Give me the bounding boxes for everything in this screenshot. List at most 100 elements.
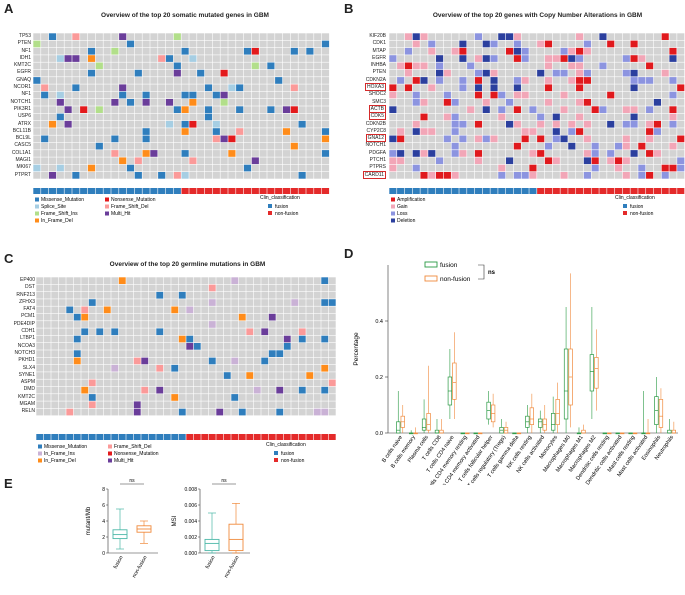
gene-label: PCM1 [21, 313, 35, 320]
oncoprint-cell [81, 357, 89, 365]
oncoprint-cell [290, 128, 298, 135]
oncoprint-cell [212, 113, 220, 121]
oncoprint-cell [126, 99, 135, 106]
oncoprint-cell [197, 47, 205, 55]
oncoprint-cell [591, 84, 599, 92]
oncoprint-cell [646, 62, 654, 70]
oncoprint-cell [126, 350, 134, 357]
panel-b-title: Overview of the top 20 genes with Copy N… [432, 12, 643, 19]
oncoprint-cell [506, 62, 514, 70]
oncoprint-cell [599, 113, 607, 121]
oncoprint-cell [290, 77, 298, 84]
oncoprint-cell [630, 128, 638, 135]
oncoprint-cell [268, 386, 276, 394]
oncoprint-cell [111, 77, 119, 84]
oncoprint-cell [95, 91, 103, 99]
oncoprint-cell [521, 47, 529, 55]
oncoprint-cell [173, 91, 181, 99]
oncoprint-cell [56, 142, 64, 150]
oncoprint-cell [451, 113, 459, 121]
oncoprint-cell [328, 343, 336, 350]
oncoprint-cell [568, 157, 576, 165]
oncoprint-cell [467, 120, 475, 128]
oncoprint-cell [404, 55, 413, 62]
oncoprint-cell [58, 408, 66, 416]
oncoprint-cell [314, 106, 322, 113]
oncoprint-cell [48, 120, 57, 128]
oncoprint-cell [513, 164, 521, 172]
oncoprint-cell [228, 128, 236, 135]
oncoprint-cell [537, 69, 545, 77]
oncoprint-cell [490, 84, 498, 92]
oncoprint-cell [95, 33, 103, 40]
oncoprint-cell [103, 299, 111, 306]
oncoprint-cell [276, 357, 284, 365]
oncoprint-cell [321, 401, 329, 409]
oncoprint-cell [231, 335, 239, 343]
oncoprint-cell [197, 113, 205, 121]
oncoprint-cell [467, 128, 475, 135]
oncoprint-cell [58, 343, 66, 350]
oncoprint-cell [622, 62, 630, 70]
oncoprint-cell [165, 55, 174, 62]
oncoprint-cell [653, 55, 661, 62]
oncoprint-cell [306, 142, 314, 150]
oncoprint-cell [51, 372, 59, 379]
oncoprint-cell [142, 84, 150, 92]
y-tick-label: 6 [102, 503, 105, 509]
oncoprint-cell [313, 335, 321, 343]
oncoprint-cell [259, 128, 267, 135]
oncoprint-cell [290, 172, 298, 179]
oncoprint-cell [404, 62, 413, 70]
gene-label: NOTCH1 [365, 142, 386, 149]
oncoprint-cell [313, 284, 321, 292]
oncoprint-cell [474, 142, 483, 150]
oncoprint-cell [87, 33, 96, 40]
oncoprint-cell [126, 284, 134, 292]
oncoprint-cell [298, 284, 306, 292]
panel-label-c: C [4, 251, 14, 266]
oncoprint-cell [397, 91, 405, 99]
oncoprint-cell [133, 328, 141, 336]
clin-legend-title: Clin_classification [260, 195, 300, 201]
oncoprint-cell [208, 277, 216, 284]
gene-label: INHBA [370, 62, 386, 69]
oncoprint-cell [246, 357, 254, 365]
oncoprint-cell [282, 164, 291, 172]
oncoprint-cell [638, 99, 646, 106]
oncoprint-cell [459, 150, 467, 157]
oncoprint-cell [231, 364, 239, 372]
oncoprint-cell [134, 77, 142, 84]
oncoprint-cell [506, 135, 514, 143]
oncoprint-cell [133, 343, 141, 350]
clin-bar-cell [193, 434, 201, 440]
oncoprint-cell [529, 106, 537, 113]
box-body [396, 421, 401, 434]
oncoprint-cell [420, 128, 428, 135]
oncoprint-cell [126, 306, 134, 314]
oncoprint-cell [119, 150, 127, 157]
oncoprint-cell [544, 84, 553, 92]
oncoprint-cell [220, 62, 228, 70]
clin-bar-cell [126, 434, 134, 440]
oncoprint-cell [529, 69, 537, 77]
oncoprint-cell [220, 69, 228, 77]
oncoprint-cell [66, 401, 74, 409]
oncoprint-cell [537, 128, 545, 135]
oncoprint-cell [397, 99, 405, 106]
oncoprint-cell [298, 394, 306, 401]
oncoprint-cell [544, 99, 553, 106]
oncoprint-cell [181, 62, 189, 70]
oncoprint-cell [261, 364, 269, 372]
oncoprint-cell [126, 172, 135, 179]
legend-label: Nonsense_Mutation [114, 451, 159, 457]
oncoprint-cell [238, 401, 246, 409]
oncoprint-cell [216, 357, 224, 365]
oncoprint-cell [220, 106, 228, 113]
oncoprint-cell [51, 335, 59, 343]
oncoprint-cell [126, 33, 135, 40]
oncoprint-cell [197, 33, 205, 40]
oncoprint-cell [282, 128, 291, 135]
oncoprint-cell [498, 120, 506, 128]
oncoprint-cell [321, 150, 330, 157]
